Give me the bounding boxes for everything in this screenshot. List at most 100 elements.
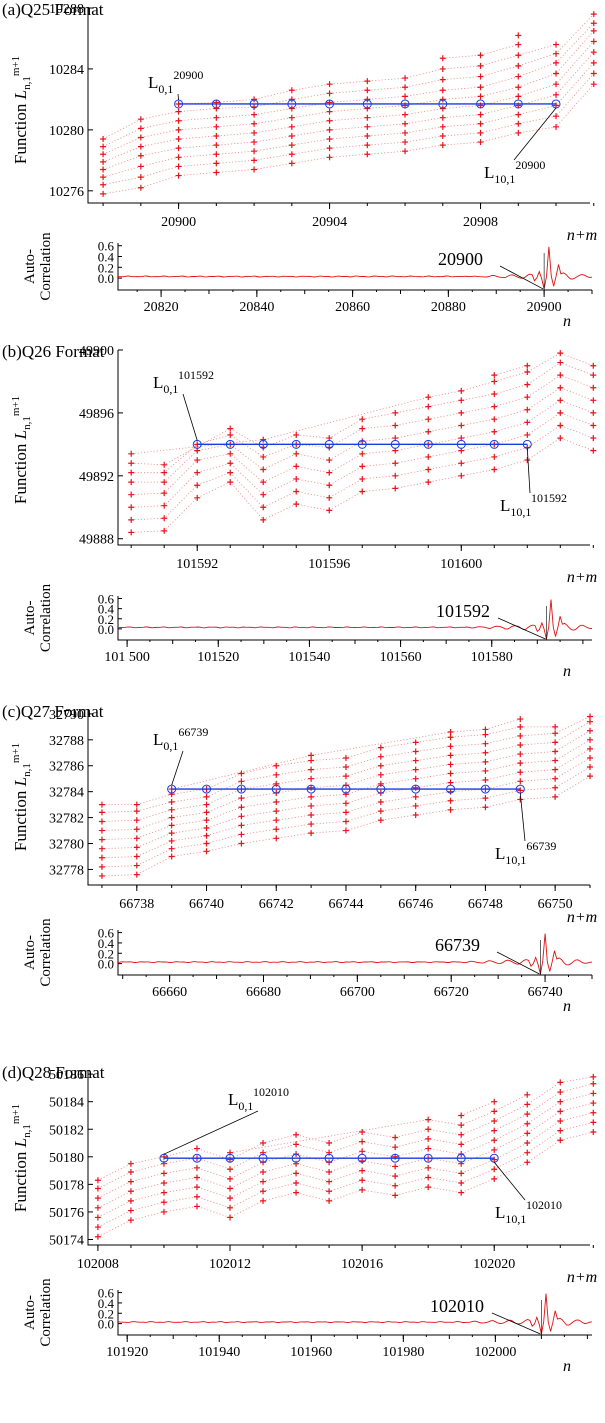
data-point (175, 154, 182, 161)
data-point (557, 422, 564, 429)
y-axis-label: Function Ln,1m+1 (10, 1104, 33, 1212)
ac-annotation: 20900 (438, 249, 483, 269)
data-point (491, 1137, 498, 1144)
data-point (552, 723, 559, 730)
data-point (392, 460, 399, 467)
data-point (288, 105, 295, 112)
data-point (251, 96, 258, 103)
data-point (458, 397, 465, 404)
data-point (491, 378, 498, 385)
data-point (260, 1168, 267, 1175)
line-marker (362, 99, 372, 109)
data-point (127, 1178, 134, 1185)
line-marker (376, 784, 386, 794)
data-point (517, 723, 524, 730)
data-point (359, 475, 366, 482)
data-point (260, 504, 267, 511)
line-marker (271, 784, 281, 794)
data-point (359, 425, 366, 432)
line-marker (324, 439, 334, 449)
ac-x-tick-label: 20900 (527, 300, 562, 315)
data-point (553, 123, 560, 130)
data-point (133, 801, 140, 808)
data-point (133, 835, 140, 842)
ac-leader-line (496, 951, 540, 975)
series-connector (101, 721, 591, 822)
data-point (160, 1189, 167, 1196)
data-point (251, 111, 258, 118)
data-point (515, 52, 522, 59)
ac-annotation: 66739 (435, 935, 480, 955)
series-connector (97, 1112, 594, 1218)
data-point (260, 436, 267, 443)
data-point (439, 87, 446, 94)
y-tick-label: 32786 (49, 760, 84, 775)
data-point (273, 817, 280, 824)
data-point (552, 784, 559, 791)
data-point (251, 166, 258, 173)
data-point (557, 1137, 564, 1144)
data-point (161, 469, 168, 476)
line-marker (291, 439, 301, 449)
data-point (477, 84, 484, 91)
y-tick-label: 50180 (49, 1151, 84, 1166)
data-point (161, 515, 168, 522)
data-point (590, 409, 597, 416)
annotation-last: L10,1102010 (495, 1198, 562, 1226)
ac-leader-line (491, 1312, 541, 1335)
panel-0: (a)Q25 Format 10276 10280 10284 10288 20900 20… (2, 0, 597, 330)
data-point (557, 1079, 564, 1086)
data-point (194, 457, 201, 464)
data-point (439, 105, 446, 112)
series-connector (178, 44, 557, 105)
data-point (587, 718, 593, 725)
data-point (213, 132, 220, 139)
data-point (412, 812, 419, 818)
data-point (491, 1166, 498, 1173)
data-point (458, 1122, 465, 1129)
data-point (364, 123, 371, 130)
ac-x-axis-label: n (563, 998, 571, 1015)
ac-y-tick-label: 0.6 (98, 239, 115, 254)
data-point (168, 814, 175, 821)
data-point (168, 791, 175, 798)
data-point (515, 62, 522, 69)
data-point (342, 764, 349, 771)
ac-x-tick-label: 101560 (380, 650, 422, 665)
y-tick-label: 50176 (49, 1206, 84, 1221)
data-point (491, 1175, 498, 1182)
data-point (590, 362, 597, 369)
data-point (557, 397, 564, 404)
data-point (326, 108, 333, 115)
data-point (133, 817, 140, 824)
data-point (168, 799, 175, 806)
data-point (175, 136, 182, 143)
data-point (377, 808, 384, 815)
data-point (557, 1108, 564, 1115)
data-point (515, 84, 522, 91)
data-point (491, 428, 498, 435)
data-point (524, 1130, 531, 1137)
data-point (251, 148, 258, 155)
data-point (477, 52, 484, 59)
data-point (133, 853, 140, 860)
data-point (128, 479, 135, 486)
data-point (590, 20, 597, 27)
data-point (326, 117, 333, 124)
data-point (175, 108, 182, 115)
data-point (524, 1140, 531, 1147)
data-point (260, 1178, 267, 1185)
ac-y-tick-label: 0.0 (98, 271, 114, 286)
data-point (133, 844, 140, 851)
data-point (203, 832, 210, 839)
series-connector (102, 51, 595, 170)
y-tick-label: 50186 (49, 1068, 84, 1083)
data-point (326, 469, 333, 476)
data-point (491, 453, 498, 460)
data-point (392, 1144, 399, 1151)
data-point (137, 152, 144, 159)
data-point (193, 1174, 200, 1181)
data-point (557, 1089, 564, 1096)
x-axis-label: n+m (567, 1269, 597, 1286)
line-marker (291, 1153, 301, 1163)
